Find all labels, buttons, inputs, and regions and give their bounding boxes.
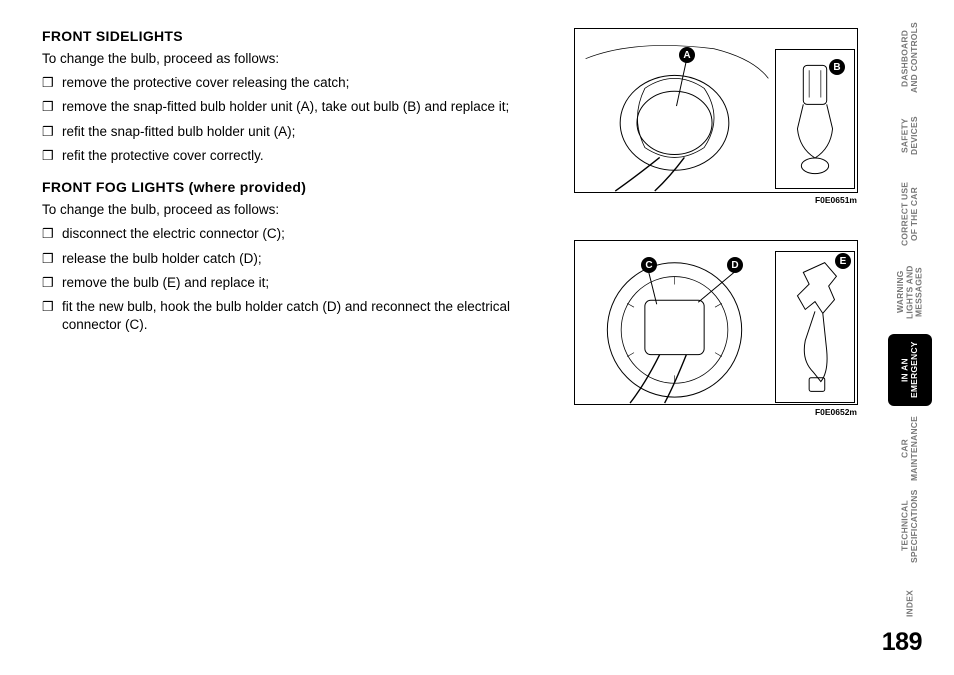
bulb-e-svg <box>776 252 854 402</box>
tab-safety[interactable]: SAFETY DEVICES <box>888 100 932 172</box>
callout-b: B <box>829 59 845 75</box>
tab-emergency[interactable]: IN AN EMERGENCY <box>888 334 932 406</box>
side-tabs: DASHBOARD AND CONTROLS SAFETY DEVICES CO… <box>888 22 932 640</box>
list-item: remove the snap-fitted bulb holder unit … <box>42 98 562 116</box>
list-item: fit the new bulb, hook the bulb holder c… <box>42 298 562 334</box>
list-item: remove the protective cover releasing th… <box>42 74 562 92</box>
figure-foglights-inset <box>775 251 855 403</box>
list-item: refit the snap-fitted bulb holder unit (… <box>42 123 562 141</box>
callout-d: D <box>727 257 743 273</box>
figure-foglights: C D E F0E0652m <box>574 240 858 405</box>
page-number: 189 <box>882 628 922 657</box>
callout-c: C <box>641 257 657 273</box>
callout-e: E <box>835 253 851 269</box>
steps-sidelights: remove the protective cover releasing th… <box>42 74 562 165</box>
list-item: remove the bulb (E) and replace it; <box>42 274 562 292</box>
intro-foglights: To change the bulb, proceed as follows: <box>42 201 562 219</box>
list-item: release the bulb holder catch (D); <box>42 250 562 268</box>
list-item: refit the protective cover correctly. <box>42 147 562 165</box>
section-front-foglights: FRONT FOG LIGHTS (where provided) To cha… <box>42 179 562 334</box>
steps-foglights: disconnect the electric connector (C); r… <box>42 225 562 334</box>
tab-tech-specs[interactable]: TECHNICAL SPECIFICATIONS <box>888 490 932 562</box>
list-item: disconnect the electric connector (C); <box>42 225 562 243</box>
intro-sidelights: To change the bulb, proceed as follows: <box>42 50 562 68</box>
tab-dashboard[interactable]: DASHBOARD AND CONTROLS <box>888 22 932 94</box>
figure-foglights-caption: F0E0652m <box>815 407 857 417</box>
figure-sidelights-caption: F0E0651m <box>815 195 857 205</box>
figure-sidelights: A B F0E0651m <box>574 28 858 193</box>
tab-maintenance[interactable]: CAR MAINTENANCE <box>888 412 932 484</box>
tab-warning-lights[interactable]: WARNING LIGHTS AND MESSAGES <box>888 256 932 328</box>
section-front-sidelights: FRONT SIDELIGHTS To change the bulb, pro… <box>42 28 562 165</box>
main-content: FRONT SIDELIGHTS To change the bulb, pro… <box>42 28 562 340</box>
heading-sidelights: FRONT SIDELIGHTS <box>42 28 562 44</box>
heading-foglights: FRONT FOG LIGHTS (where provided) <box>42 179 562 195</box>
tab-correct-use[interactable]: CORRECT USE OF THE CAR <box>888 178 932 250</box>
callout-a: A <box>679 47 695 63</box>
